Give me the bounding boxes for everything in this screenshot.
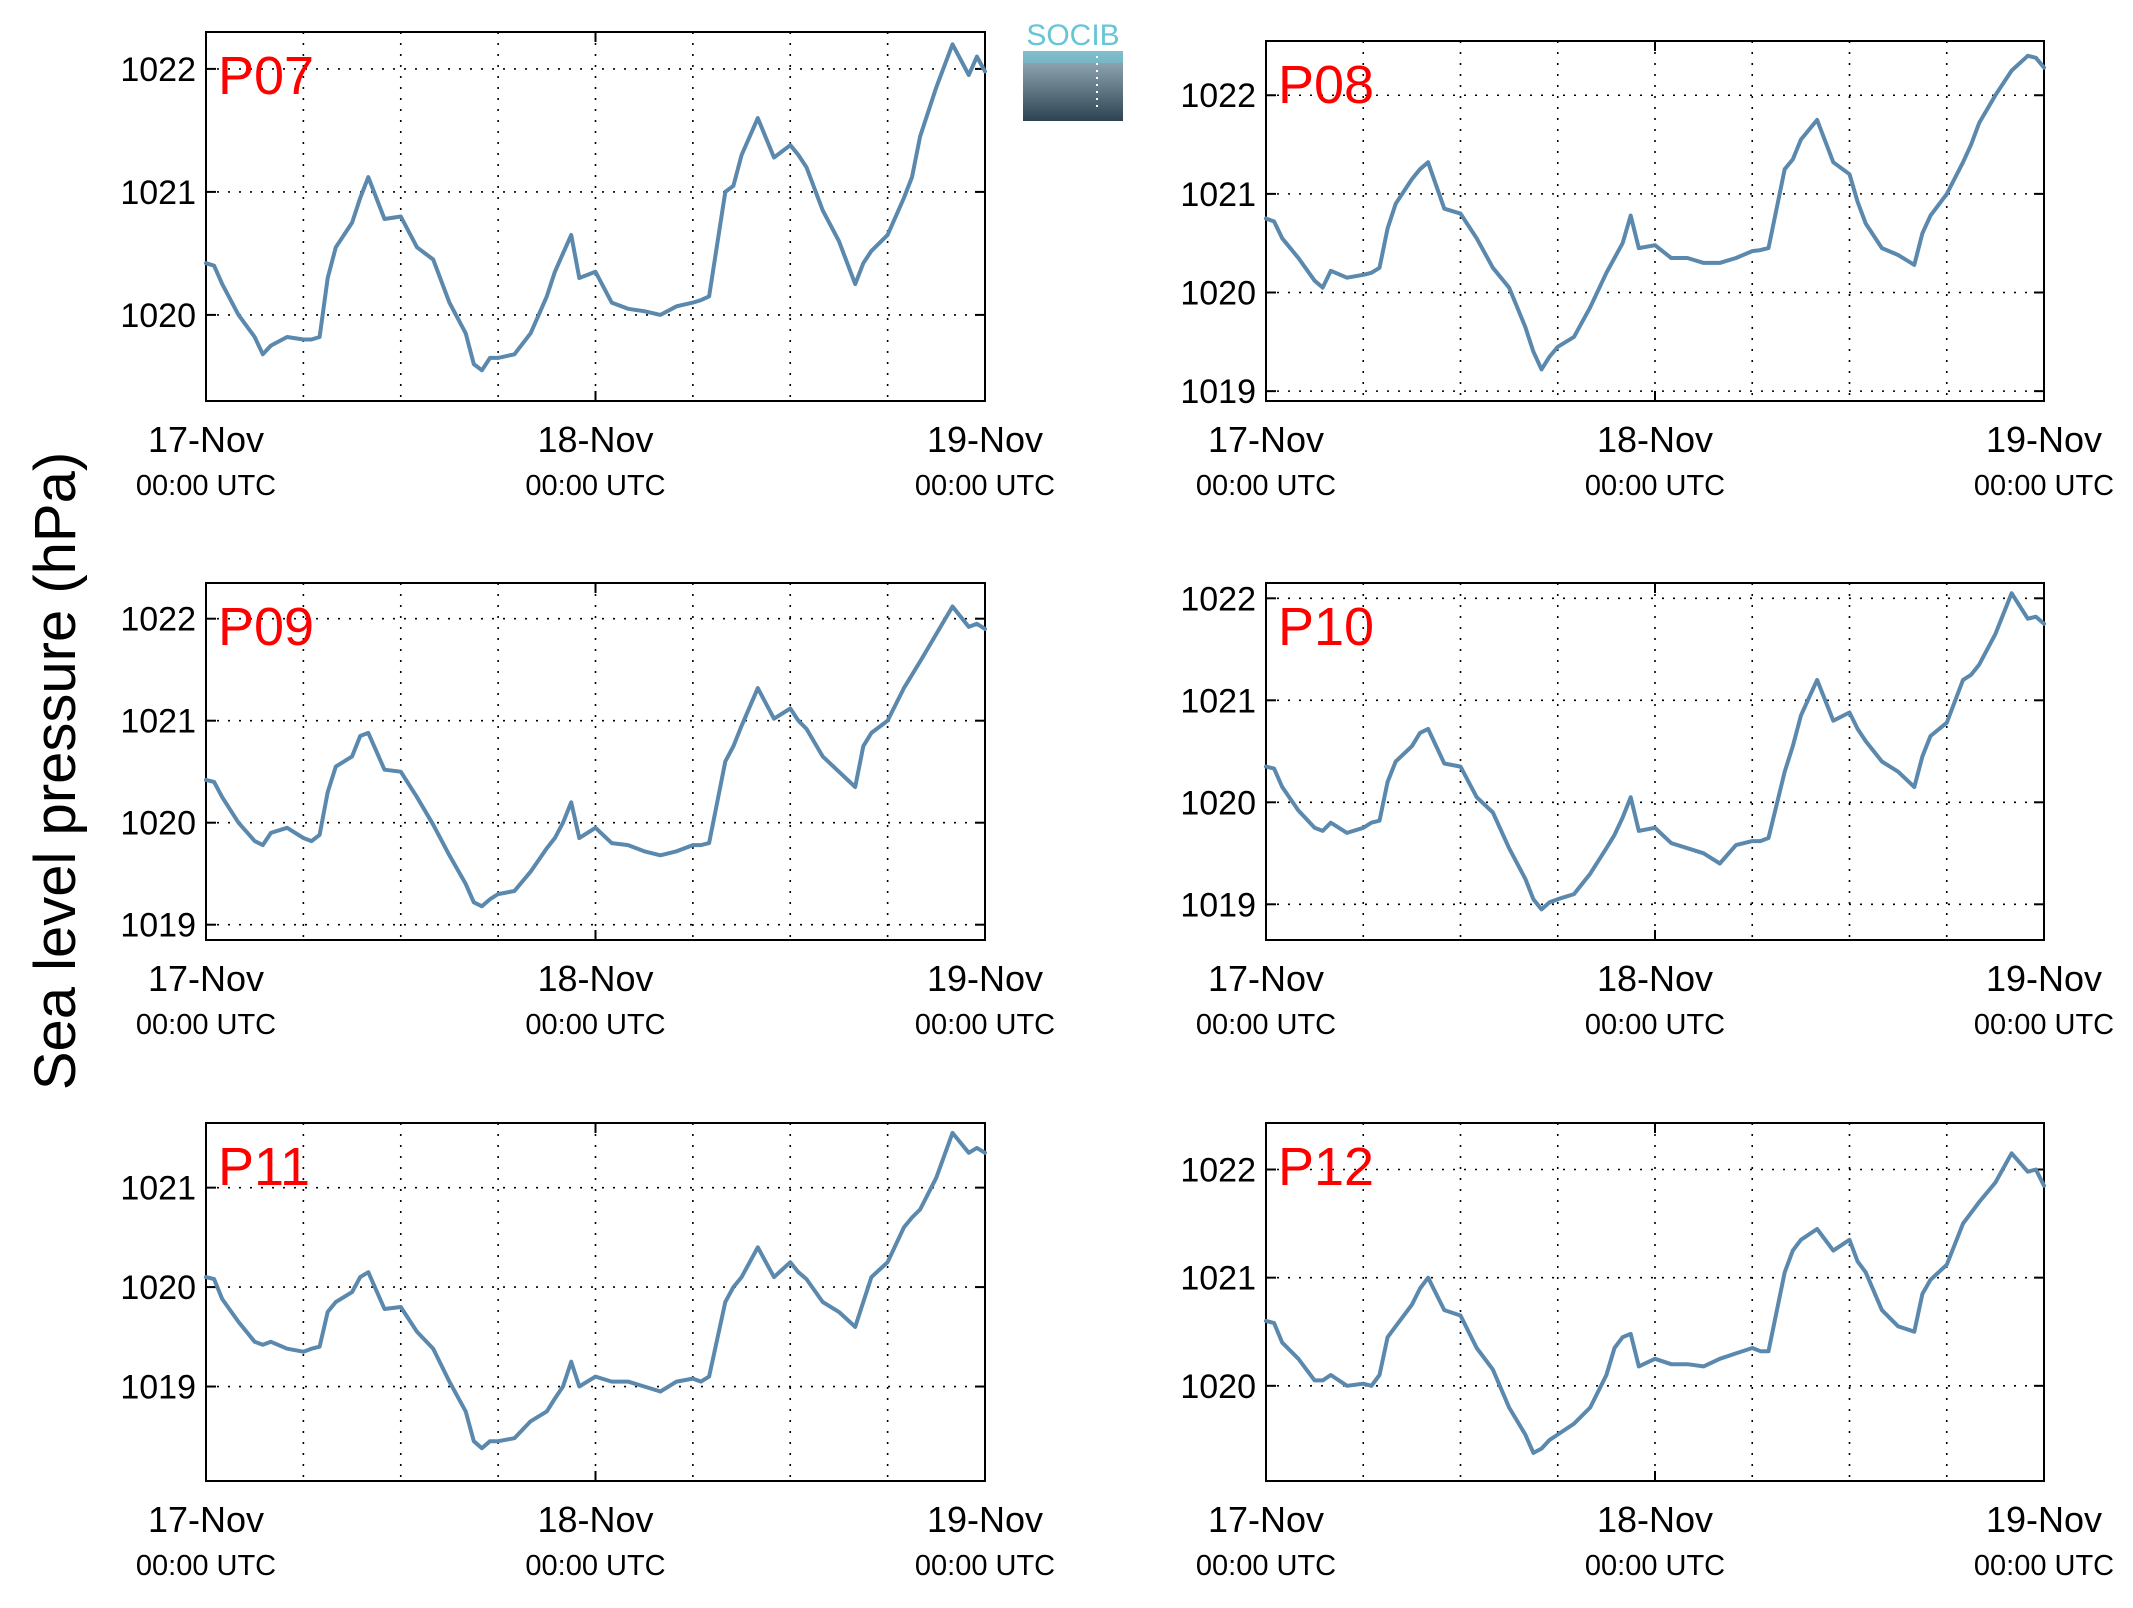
series-line xyxy=(1264,1151,2046,1455)
x-tick-label-date: 18-Nov xyxy=(537,958,653,999)
plot-frame xyxy=(1265,1122,2045,1482)
y-tick-label: 1022 xyxy=(1180,1152,1256,1190)
x-tick-label-date: 19-Nov xyxy=(927,1499,1043,1540)
x-tick-label-time: 00:00 UTC xyxy=(1585,470,1725,502)
series-line xyxy=(1264,591,2046,912)
x-tick-label-date: 18-Nov xyxy=(537,419,653,460)
x-tick-label-time: 00:00 UTC xyxy=(1974,470,2114,502)
y-tick-label: 1020 xyxy=(120,805,196,843)
x-tick-label-time: 00:00 UTC xyxy=(915,1009,1055,1041)
x-tick-label-time: 00:00 UTC xyxy=(915,470,1055,502)
plot-frame xyxy=(205,31,986,402)
y-tick-label: 1020 xyxy=(1180,275,1256,313)
panel-p09: 1019 1020 1021 1022 17-Nov 00:00 UTC 18-Nov 00:… xyxy=(120,582,1055,1041)
y-tick-label: 1022 xyxy=(1180,580,1256,618)
x-tick-label-date: 18-Nov xyxy=(1597,419,1713,460)
svg-text:SOCIB: SOCIB xyxy=(1026,19,1119,52)
x-tick-label-date: 18-Nov xyxy=(1597,958,1713,999)
y-axis-label: Sea level pressure (hPa) xyxy=(23,452,88,1090)
panel-p10: 1019 1020 1021 1022 17-Nov 00:00 UTC 18-Nov 00:… xyxy=(1180,580,2114,1041)
panel-p12: 1020 1021 1022 17-Nov 00:00 UTC 18-Nov 00:00 U… xyxy=(1180,1122,2114,1582)
x-tick-label-date: 17-Nov xyxy=(148,958,264,999)
x-tick-label-time: 00:00 UTC xyxy=(1585,1550,1725,1582)
y-tick-label: 1020 xyxy=(120,1269,196,1307)
x-tick-label-date: 17-Nov xyxy=(1208,419,1324,460)
y-tick-label: 1019 xyxy=(1180,373,1256,411)
x-tick-label-date: 19-Nov xyxy=(1986,419,2102,460)
x-tick-label-time: 00:00 UTC xyxy=(1585,1009,1725,1041)
x-tick-label-time: 00:00 UTC xyxy=(525,470,665,502)
x-tick-label-date: 17-Nov xyxy=(148,1499,264,1540)
y-tick-label: 1019 xyxy=(120,1369,196,1407)
y-tick-label: 1022 xyxy=(1180,77,1256,115)
y-tick-label: 1022 xyxy=(120,51,196,89)
x-tick-label-time: 00:00 UTC xyxy=(1196,470,1336,502)
y-tick-label: 1019 xyxy=(1180,886,1256,924)
panel-title: P10 xyxy=(1278,597,1374,657)
x-tick-label-date: 17-Nov xyxy=(1208,958,1324,999)
plot-frame xyxy=(1265,40,2045,402)
x-tick-label-date: 19-Nov xyxy=(1986,958,2102,999)
series-line xyxy=(204,1130,987,1451)
y-tick-label: 1021 xyxy=(120,1170,196,1208)
x-tick-label-time: 00:00 UTC xyxy=(915,1550,1055,1582)
y-tick-label: 1022 xyxy=(120,601,196,639)
panel-title: P12 xyxy=(1278,1137,1374,1197)
panel-title: P11 xyxy=(218,1137,310,1197)
panel-title: P09 xyxy=(218,597,314,657)
y-tick-label: 1021 xyxy=(1180,176,1256,214)
x-tick-label-time: 00:00 UTC xyxy=(136,1550,276,1582)
panel-p07: 1020 1021 1022 17-Nov 00:00 UTC 18-Nov 00:00 U… xyxy=(120,31,1055,502)
y-tick-label: 1020 xyxy=(1180,784,1256,822)
x-tick-label-time: 00:00 UTC xyxy=(525,1009,665,1041)
plot-frame xyxy=(205,1122,986,1482)
x-tick-label-date: 19-Nov xyxy=(927,419,1043,460)
x-tick-label-time: 00:00 UTC xyxy=(1974,1009,2114,1041)
x-tick-label-date: 17-Nov xyxy=(1208,1499,1324,1540)
x-tick-label-date: 17-Nov xyxy=(148,419,264,460)
plot-frame xyxy=(1265,582,2045,941)
panel-title: P07 xyxy=(218,46,314,106)
y-tick-label: 1021 xyxy=(1180,1260,1256,1298)
x-tick-label-date: 18-Nov xyxy=(537,1499,653,1540)
x-tick-label-time: 00:00 UTC xyxy=(525,1550,665,1582)
x-tick-label-time: 00:00 UTC xyxy=(1196,1009,1336,1041)
y-tick-label: 1021 xyxy=(120,174,196,212)
x-tick-label-time: 00:00 UTC xyxy=(136,1009,276,1041)
x-tick-label-date: 19-Nov xyxy=(927,958,1043,999)
y-tick-label: 1020 xyxy=(120,297,196,335)
x-tick-label-time: 00:00 UTC xyxy=(1196,1550,1336,1582)
panel-p08: 1019 1020 1021 1022 17-Nov 00:00 UTC 18-Nov 00:… xyxy=(1180,40,2114,502)
series-line xyxy=(204,604,987,909)
panel-title: P08 xyxy=(1278,55,1374,115)
x-tick-label-date: 19-Nov xyxy=(1986,1499,2102,1540)
socib-logo: SOCIB xyxy=(1023,19,1123,121)
x-tick-label-time: 00:00 UTC xyxy=(1974,1550,2114,1582)
series-line xyxy=(204,42,987,373)
x-tick-label-time: 00:00 UTC xyxy=(136,470,276,502)
plot-frame xyxy=(205,582,986,941)
y-tick-label: 1019 xyxy=(120,907,196,945)
y-tick-label: 1021 xyxy=(120,703,196,741)
series-line xyxy=(1264,53,2046,372)
x-tick-label-date: 18-Nov xyxy=(1597,1499,1713,1540)
panel-p11: 1019 1020 1021 17-Nov 00:00 UTC 18-Nov 00:00 U… xyxy=(120,1122,1055,1582)
y-tick-label: 1020 xyxy=(1180,1368,1256,1406)
y-tick-label: 1021 xyxy=(1180,682,1256,720)
